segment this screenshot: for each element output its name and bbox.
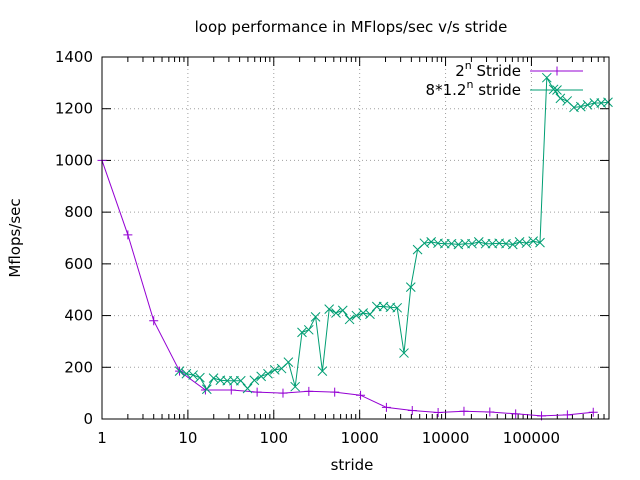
y-tick-label: 0 (83, 410, 93, 428)
series-2-point (582, 99, 593, 110)
x-tick-label: 100000 (503, 429, 560, 447)
series-2-point (439, 238, 450, 249)
y-tick-label: 1000 (55, 151, 93, 169)
series-1-point (485, 407, 495, 417)
series-1-point (562, 410, 572, 420)
series-2-point (331, 308, 341, 318)
series-2-point (514, 237, 525, 247)
series-2-point (174, 366, 185, 377)
series-2-point (473, 237, 484, 247)
series-2-point (290, 381, 301, 392)
series-2-point (317, 366, 328, 377)
y-tick-label: 600 (64, 255, 93, 273)
series-2-line (179, 75, 609, 391)
series-2-point (507, 239, 518, 250)
series-2-point (521, 238, 532, 249)
series-2-point (399, 348, 409, 358)
series-1-point (304, 386, 314, 396)
series-1-point (278, 388, 288, 398)
series-2-point (392, 302, 403, 313)
plot-frame (101, 56, 610, 420)
legend-label-2: 8*1.2n stride (426, 78, 521, 99)
y-tick-label: 1200 (55, 100, 93, 118)
series-2-point (222, 375, 233, 386)
series-2-point (405, 282, 416, 292)
series-1-point (588, 407, 598, 417)
series-2-point (249, 375, 260, 386)
series-2-point (351, 310, 362, 321)
series-2 (174, 72, 613, 395)
series-2-point (344, 314, 355, 325)
series-2-point (242, 383, 253, 394)
grid (102, 57, 609, 419)
y-tick-label: 800 (64, 203, 93, 221)
series-1-point (123, 230, 133, 240)
series-2-point (188, 370, 198, 380)
series-1-point (433, 408, 443, 418)
series-1-point (459, 406, 469, 416)
series-2-point (256, 371, 267, 382)
series-2-point (467, 238, 477, 249)
series-1-point (407, 405, 417, 415)
series-2-point (195, 372, 205, 383)
series-2-point (229, 375, 239, 386)
series-2-point (548, 84, 559, 95)
series-2-point (589, 98, 600, 108)
series-1-point (226, 385, 236, 395)
series-2-point (263, 368, 273, 379)
series-1-point (381, 402, 391, 412)
x-axis-label: stride (331, 456, 374, 474)
series-2-point (528, 236, 539, 246)
series-2-point (235, 375, 246, 386)
y-tick-label: 1400 (55, 48, 93, 66)
x-tick-label: 100 (259, 429, 288, 447)
series-2-point (310, 312, 321, 322)
series-2-point (208, 373, 219, 383)
legend-label-1: 2n Stride (455, 59, 521, 80)
y-tick-label: 200 (64, 358, 93, 376)
series-2-point (419, 238, 430, 249)
series-2-point (371, 301, 382, 312)
legend-marker-1 (552, 66, 562, 76)
x-tick-label: 1000 (341, 429, 379, 447)
x-tick-label: 10 (178, 429, 197, 447)
series-1-line (101, 160, 594, 417)
series-2-point (480, 238, 491, 249)
series-1-point (149, 316, 159, 326)
x-tick-label: 1 (97, 429, 107, 447)
series-2-point (603, 97, 613, 108)
x-tick-label: 10000 (422, 429, 470, 447)
series-1-point (252, 387, 262, 397)
series-2-point (426, 237, 437, 247)
series-2-point (541, 72, 552, 83)
series-2-point (460, 238, 471, 249)
series-2-point (365, 309, 375, 320)
series-1-point (356, 390, 366, 400)
series-2-point (303, 324, 314, 335)
series-2-point (324, 304, 335, 314)
y-tick-label: 400 (64, 307, 93, 325)
series-2-point (283, 357, 294, 367)
axis-ticks: 0 200 400 600 800 1000 1200 1400 1 10 100 1000 10000… (55, 48, 610, 447)
series-2-point (555, 93, 566, 104)
y-axis-label: Mflops/sec (6, 198, 24, 277)
series-1 (97, 155, 598, 421)
chart-title: loop performance in MFlops/sec v/s strid… (195, 18, 508, 36)
series-2-point (358, 308, 369, 318)
series-2-point (201, 384, 212, 395)
plot-area (97, 72, 613, 421)
series-2-point (337, 305, 348, 316)
legend-marker-2 (552, 85, 562, 95)
series-1-point (511, 409, 521, 419)
series-1-point (330, 387, 340, 397)
series-2-point (535, 237, 545, 248)
series-2-point (575, 101, 586, 112)
series-2-point (297, 327, 307, 338)
